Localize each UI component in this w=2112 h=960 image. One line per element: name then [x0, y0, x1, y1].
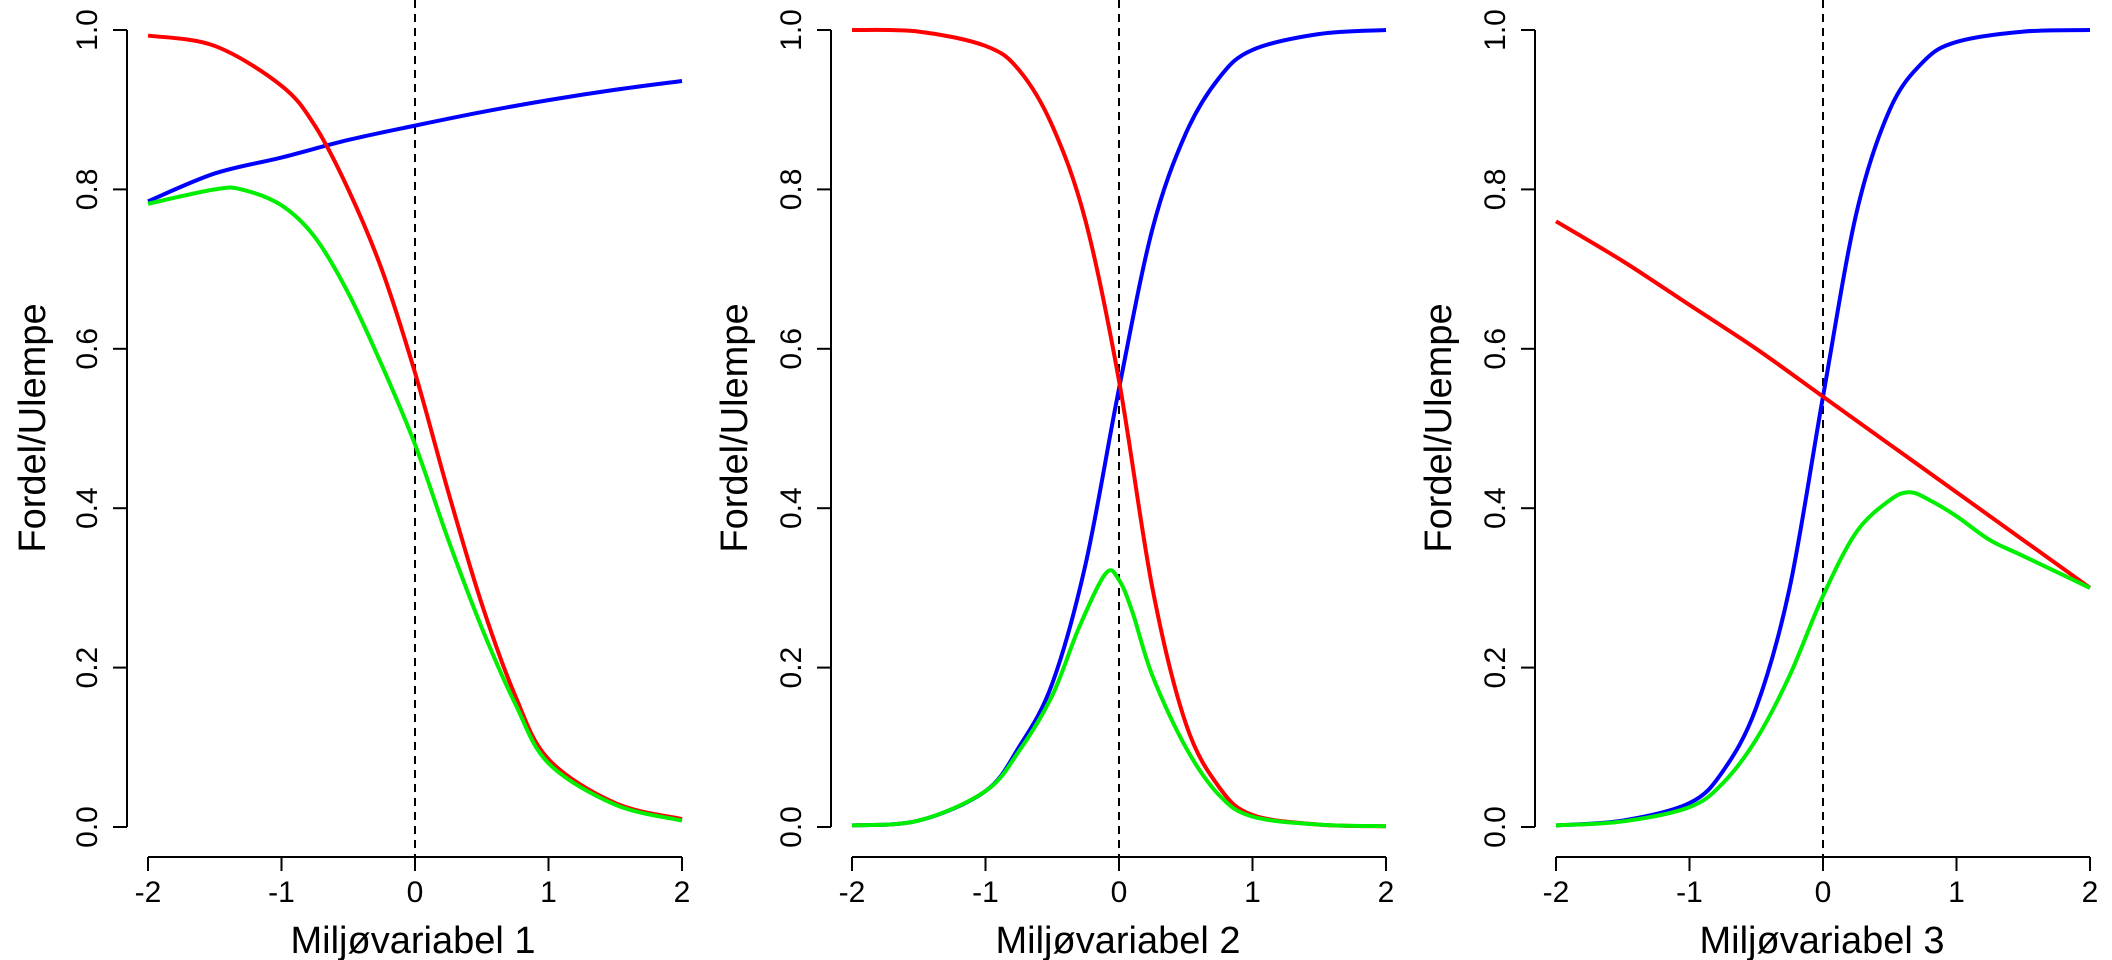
panel-2-ylabel: Fordel/Ulempe [714, 303, 756, 552]
panel-3-series-2-line [1554, 219, 2092, 590]
panel-3-ylabel: Fordel/Ulempe [1418, 303, 1460, 552]
panel-1-y-tick-label: 0.0 [71, 806, 104, 848]
panel-2-x-tick-label: 0 [1111, 876, 1128, 909]
panel-1-x-tick-label: 1 [540, 876, 557, 909]
panel-3-y-tick-label: 0.2 [1479, 647, 1512, 689]
panel-2-x-tick-label: 2 [1378, 876, 1395, 909]
panel-1-y-tick-label: 1.0 [71, 9, 104, 51]
panel-1-y-tick-label: 0.2 [71, 647, 104, 689]
panel-1-series-3-line [147, 185, 683, 823]
panel-3-y-tick-label: 0.6 [1479, 328, 1512, 370]
panel-1-x-tick-label: -1 [268, 876, 295, 909]
panel-3: Miljøvariabel 3 Fordel/Ulempe -2 -1 0 1 2 0.0… [1418, 0, 2098, 960]
panel-2-xlabel: Miljøvariabel 2 [996, 920, 1241, 960]
panel-2: Miljøvariabel 2 Fordel/Ulempe -2 -1 0 1 2 0.0… [714, 0, 1394, 960]
panel-1-series-2-line [147, 33, 683, 821]
panel-1-x-tick-label: 0 [407, 876, 424, 909]
panel-1-x-tick-label: 2 [674, 876, 691, 909]
panel-3-y-tick-label: 0.8 [1479, 169, 1512, 211]
panel-3-y-tick-label: 0.4 [1479, 487, 1512, 529]
panel-2-y-tick-label: 0.8 [775, 169, 808, 211]
panel-1-y-tick-label: 0.6 [71, 328, 104, 370]
panel-3-x-tick-label: -2 [1543, 876, 1570, 909]
panel-3-series-3-line [1555, 490, 2091, 828]
panel-2-series-3-line [851, 568, 1387, 829]
panel-2-x-tick-label: -1 [972, 876, 999, 909]
panel-2-y-tick-label: 0.4 [775, 487, 808, 529]
panel-1-y-tick-label: 0.8 [71, 169, 104, 211]
panel-3-x-tick-label: 2 [2082, 876, 2099, 909]
panel-3-x-tick-label: 0 [1815, 876, 1832, 909]
panel-2-y-tick-label: 1.0 [775, 9, 808, 51]
panel-1-xlabel: Miljøvariabel 1 [291, 920, 536, 960]
panel-2-y-tick-label: 0.2 [775, 647, 808, 689]
panel-3-x-tick-label: -1 [1676, 876, 1703, 909]
panel-1-y-tick-label: 0.4 [71, 487, 104, 529]
panel-3-y-tick-label: 1.0 [1479, 9, 1512, 51]
panel-3-x-tick-label: 1 [1948, 876, 1965, 909]
panel-2-x-tick-label: -2 [839, 876, 866, 909]
panel-2-series-2-line [851, 27, 1387, 829]
panel-1-series-1-line [147, 79, 683, 204]
panel-2-y-tick-label: 0.6 [775, 328, 808, 370]
panel-3-xlabel: Miljøvariabel 3 [1700, 920, 1945, 960]
panel-1: Miljøvariabel 1 Fordel/Ulempe -2 -1 0 1 2 0.0… [12, 0, 690, 960]
panel-2-x-tick-label: 1 [1244, 876, 1261, 909]
panel-3-y-tick-label: 0.0 [1479, 806, 1512, 848]
panel-1-x-tick-label: -2 [135, 876, 162, 909]
panel-1-ylabel: Fordel/Ulempe [12, 303, 54, 552]
panel-2-y-tick-label: 0.0 [775, 806, 808, 848]
